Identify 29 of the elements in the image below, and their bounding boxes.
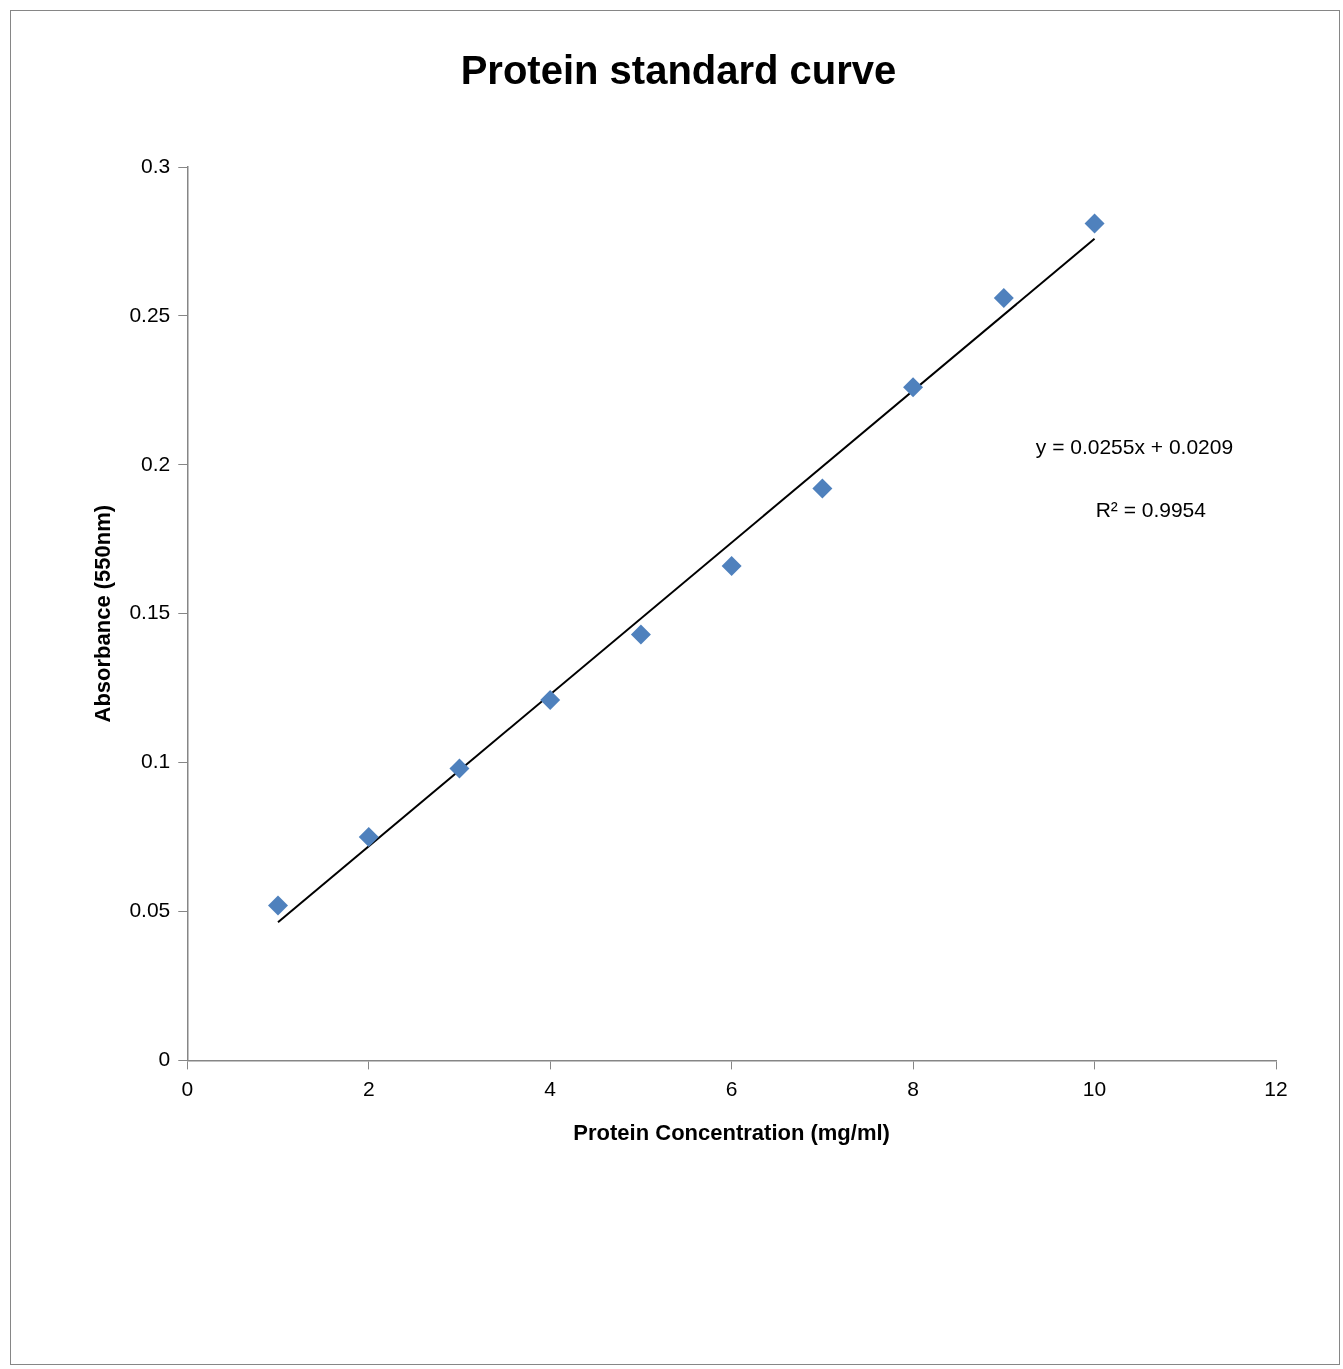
y-tick-label: 0: [158, 1047, 171, 1071]
point: [449, 758, 470, 779]
point: [812, 478, 833, 499]
point: [993, 288, 1014, 309]
point: [721, 556, 742, 577]
x-tick-label: 8: [907, 1076, 919, 1100]
y-tick-label: 0.25: [129, 302, 171, 326]
x-tick-label: 4: [544, 1076, 557, 1100]
x-tick-label: 10: [1082, 1076, 1107, 1100]
chart-title: Protein standard curve: [460, 48, 897, 93]
point: [358, 827, 379, 848]
y-tick-label: 0.3: [141, 153, 171, 177]
point: [903, 377, 924, 398]
y-axis-title: Absorbance (550nm): [90, 504, 116, 723]
x-tick-label: 2: [362, 1076, 375, 1100]
annotation: R² = 0.9954: [1095, 497, 1207, 521]
y-tick-label: 0.1: [141, 749, 171, 773]
point: [268, 895, 288, 916]
y-tick-label: 0.05: [129, 898, 171, 922]
annotation: y = 0.0255x + 0.0209: [1035, 435, 1234, 459]
y-tick-label: 0.15: [129, 600, 171, 624]
x-tick-label: 12: [1264, 1076, 1288, 1100]
point: [540, 690, 561, 711]
x-tick-label: 0: [181, 1076, 194, 1100]
y-tick-label: 0.2: [141, 451, 171, 475]
x-axis-title: Protein Concentration (mg/ml): [573, 1119, 890, 1145]
x-tick-label: 6: [725, 1076, 738, 1100]
point: [1084, 213, 1105, 234]
point: [630, 624, 651, 645]
